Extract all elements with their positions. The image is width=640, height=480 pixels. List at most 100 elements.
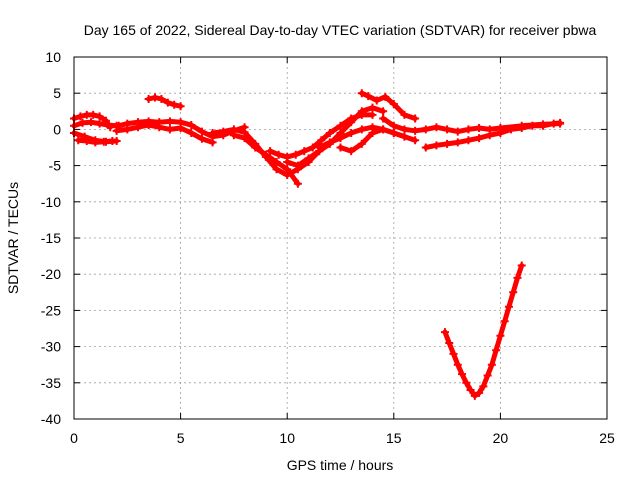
- data-point: [336, 121, 345, 130]
- data-point: [421, 125, 430, 134]
- data-point: [266, 147, 275, 156]
- data-point: [197, 134, 206, 143]
- x-tick-label: 10: [279, 430, 295, 446]
- y-tick-label: -15: [41, 230, 61, 246]
- data-point: [464, 125, 473, 134]
- data-point: [496, 331, 505, 340]
- data-point: [462, 378, 471, 387]
- data-point: [517, 261, 526, 270]
- data-point: [432, 123, 441, 132]
- y-tick-label: 0: [53, 121, 61, 137]
- y-tick-label: -10: [41, 194, 61, 210]
- data-point: [411, 114, 420, 123]
- data-point: [197, 127, 206, 136]
- data-point: [336, 143, 345, 152]
- x-axis-label: GPS time / hours: [287, 457, 394, 473]
- data-point: [82, 136, 91, 145]
- y-tick-label: 10: [45, 49, 61, 65]
- data-point: [389, 100, 398, 109]
- data-point: [112, 126, 121, 135]
- data-point: [87, 118, 96, 127]
- data-point: [155, 123, 164, 132]
- data-point: [411, 126, 420, 135]
- y-tick-label: -25: [41, 302, 61, 318]
- chart-title: Day 165 of 2022, Sidereal Day-to-day VTE…: [84, 22, 597, 38]
- data-point: [445, 338, 454, 347]
- data-point: [95, 119, 104, 128]
- data-point: [163, 98, 172, 107]
- series-line: [114, 122, 216, 145]
- series-arc-7: [144, 93, 185, 111]
- data-point: [479, 382, 488, 391]
- data-point: [485, 131, 494, 140]
- data-point: [317, 136, 326, 145]
- data-point: [475, 134, 484, 143]
- data-point: [449, 349, 458, 358]
- data-point: [483, 371, 492, 380]
- data-point: [272, 157, 281, 166]
- data-point: [300, 147, 309, 156]
- series-arc-16: [421, 118, 565, 152]
- data-point: [400, 125, 409, 134]
- data-point: [500, 317, 509, 326]
- data-point: [74, 136, 83, 145]
- x-tick-label: 0: [70, 430, 78, 446]
- data-point: [293, 161, 302, 170]
- data-point: [208, 129, 217, 138]
- data-point: [513, 273, 522, 282]
- data-point: [507, 125, 516, 134]
- data-point: [372, 96, 381, 105]
- data-point: [89, 110, 98, 119]
- data-point: [95, 112, 104, 121]
- y-tick-label: 5: [53, 85, 61, 101]
- data-point: [347, 118, 356, 127]
- data-point: [104, 121, 113, 130]
- data-point: [144, 121, 153, 130]
- data-point: [357, 125, 366, 134]
- data-point: [411, 136, 420, 145]
- data-point: [528, 121, 537, 130]
- data-point: [91, 138, 100, 147]
- data-point: [357, 107, 366, 116]
- data-point: [492, 346, 501, 355]
- data-point: [453, 360, 462, 369]
- series-arc-4: [74, 136, 117, 147]
- data-point: [440, 328, 449, 337]
- data-point: [400, 110, 409, 119]
- y-tick-label: -5: [49, 158, 62, 174]
- axis-ticks: 0 5 10 15 20 25 10 5 0 -5 -10 -15 -20 -25 -30 -35 -40: [41, 49, 615, 446]
- data-point: [389, 129, 398, 138]
- data-point: [517, 123, 526, 132]
- grid-lines: [74, 57, 607, 419]
- data-series-group: [70, 89, 565, 400]
- y-axis-label: SDTVAR / TECUs: [5, 182, 21, 294]
- data-point: [76, 112, 85, 121]
- series-arc-17: [440, 261, 526, 400]
- data-point: [251, 143, 260, 152]
- data-point: [176, 123, 185, 132]
- data-point: [464, 136, 473, 145]
- data-point: [556, 118, 565, 127]
- data-point: [364, 92, 373, 101]
- x-tick-label: 15: [386, 430, 402, 446]
- data-point: [170, 100, 179, 109]
- data-point: [78, 118, 87, 127]
- data-point: [475, 388, 484, 397]
- data-point: [389, 121, 398, 130]
- data-point: [133, 123, 142, 132]
- data-point: [293, 179, 302, 188]
- data-point: [304, 154, 313, 163]
- data-point: [157, 94, 166, 103]
- data-point: [272, 165, 281, 174]
- data-point: [539, 121, 548, 130]
- data-point: [325, 138, 334, 147]
- data-point: [357, 139, 366, 148]
- data-point: [466, 386, 475, 395]
- data-point: [108, 136, 117, 145]
- data-point: [453, 127, 462, 136]
- data-point: [283, 157, 292, 166]
- data-point: [283, 165, 292, 174]
- data-point: [504, 302, 513, 311]
- data-point: [443, 125, 452, 134]
